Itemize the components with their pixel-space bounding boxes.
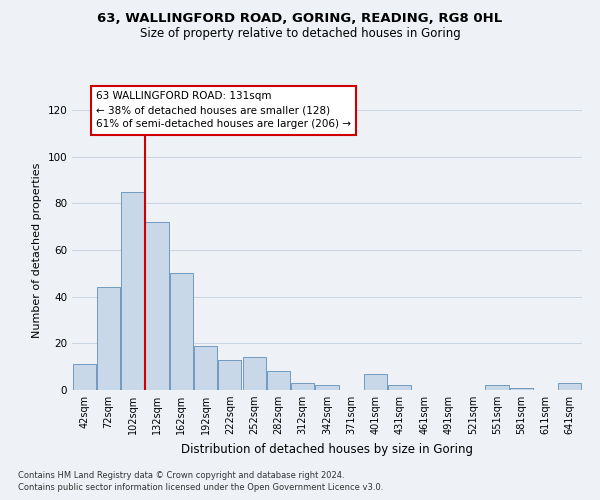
Text: Size of property relative to detached houses in Goring: Size of property relative to detached ho…: [140, 28, 460, 40]
Text: Contains HM Land Registry data © Crown copyright and database right 2024.: Contains HM Land Registry data © Crown c…: [18, 471, 344, 480]
Bar: [316, 386, 338, 390]
Bar: [388, 386, 412, 390]
Bar: [170, 274, 193, 390]
Bar: [121, 192, 144, 390]
Bar: [145, 222, 169, 390]
Text: 63 WALLINGFORD ROAD: 131sqm
← 38% of detached houses are smaller (128)
61% of se: 63 WALLINGFORD ROAD: 131sqm ← 38% of det…: [96, 92, 351, 130]
X-axis label: Distribution of detached houses by size in Goring: Distribution of detached houses by size …: [181, 442, 473, 456]
Bar: [267, 372, 290, 390]
Bar: [364, 374, 387, 390]
Bar: [73, 364, 95, 390]
Bar: [97, 288, 120, 390]
Bar: [291, 383, 314, 390]
Y-axis label: Number of detached properties: Number of detached properties: [32, 162, 42, 338]
Text: Contains public sector information licensed under the Open Government Licence v3: Contains public sector information licen…: [18, 484, 383, 492]
Bar: [485, 386, 509, 390]
Bar: [218, 360, 241, 390]
Bar: [510, 388, 533, 390]
Bar: [194, 346, 217, 390]
Text: 63, WALLINGFORD ROAD, GORING, READING, RG8 0HL: 63, WALLINGFORD ROAD, GORING, READING, R…: [97, 12, 503, 26]
Bar: [559, 383, 581, 390]
Bar: [242, 358, 266, 390]
